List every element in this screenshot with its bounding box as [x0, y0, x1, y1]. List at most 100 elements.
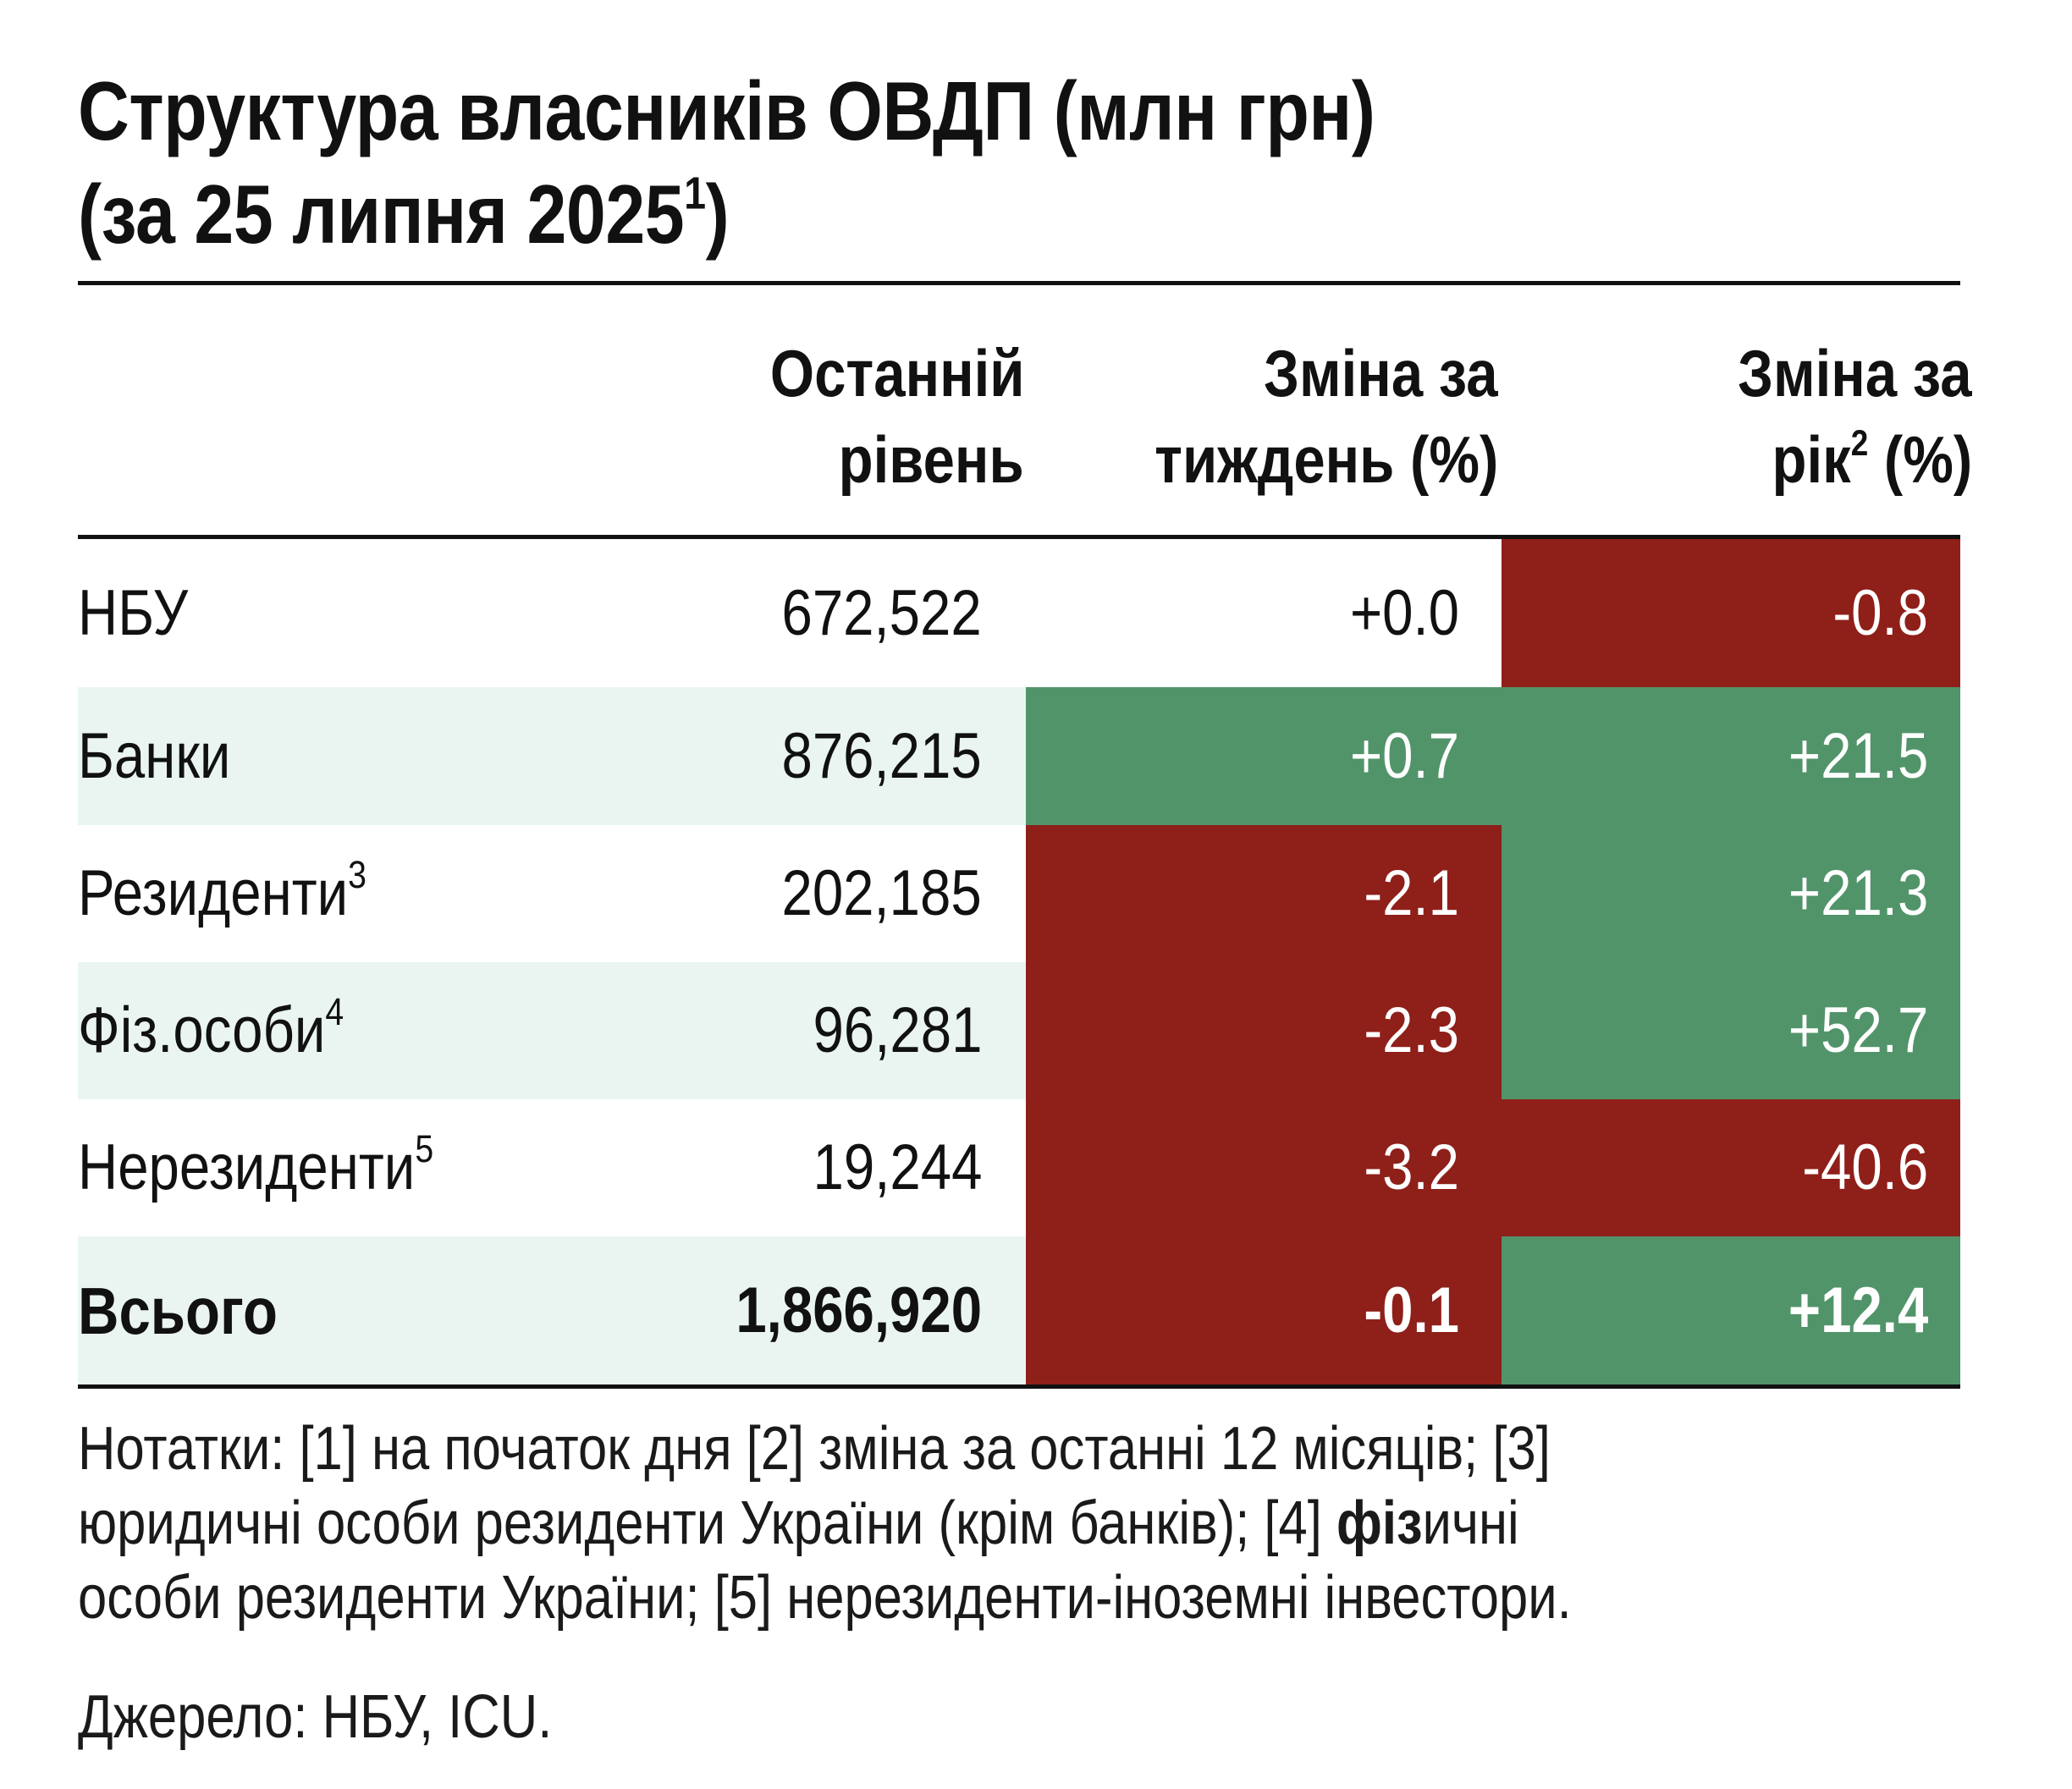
row-label-value: НБУ	[78, 576, 189, 649]
row-level-value-cell: 202,185	[78, 825, 1026, 962]
row-week-change-cell-text: -2.3	[1364, 999, 1459, 1063]
row-level-value-cell-text: 1,866,920	[736, 1278, 982, 1343]
row-week-change-cell-value: -0.1	[1364, 1274, 1459, 1346]
table-bottom-rule	[78, 1384, 1960, 1389]
row-week-change-cell: -2.3	[1026, 962, 1502, 1099]
notes-line-2-end: ичні	[1422, 1489, 1519, 1557]
row-week-change-cell-text: -0.1	[1364, 1278, 1459, 1343]
title-line-2-end: )	[705, 168, 730, 261]
header-year: Зміна за рік2 (%)	[1320, 330, 1972, 503]
header-level: Останній рівень	[474, 330, 1024, 503]
row-label-value: Банки	[78, 719, 231, 792]
row-week-change-cell: -3.2	[1026, 1099, 1502, 1236]
row-label-footnote-marker: 5	[415, 1127, 434, 1171]
title-footnote-marker: 1	[684, 168, 706, 219]
row-level-value-cell-value: 19,244	[813, 1131, 982, 1203]
header-year-line-1: Зміна за	[1738, 336, 1972, 410]
notes-line-2-text: юридичні особи резиденти України (крім б…	[78, 1489, 1336, 1557]
header-year-line-2-end: (%)	[1868, 422, 1972, 497]
row-label: Фіз.особи4	[78, 962, 755, 1099]
row-level-value-cell-text: 672,522	[782, 581, 982, 646]
row-level-value-cell-text: 876,215	[782, 724, 982, 789]
row-label-value: Резиденти	[78, 857, 349, 929]
source-note: Джерело: НБУ, ICU.	[78, 1683, 553, 1751]
row-week-change-cell-text: +0.0	[1350, 581, 1459, 646]
row-week-change-cell-text: +0.7	[1350, 724, 1459, 789]
notes-line-2: юридичні особи резиденти України (крім б…	[78, 1486, 1959, 1561]
row-year-change-cell-text: +21.5	[1788, 724, 1928, 789]
row-label-text: НБУ	[78, 581, 188, 646]
title-line-2-text: (за 25 липня 2025	[78, 168, 685, 261]
row-week-change-cell: -0.1	[1026, 1236, 1502, 1384]
header-level-line-1: Останній	[769, 336, 1024, 410]
row-level-value-cell: 1,866,920	[78, 1236, 1026, 1384]
row-level-value-cell: 19,244	[78, 1099, 1026, 1236]
row-week-change-cell-value: +0.7	[1349, 719, 1459, 792]
row-week-change-cell-text: -3.2	[1364, 1136, 1459, 1200]
row-year-change-cell-text: -40.6	[1802, 1136, 1928, 1200]
header-year-line-2: рік2 (%)	[1772, 416, 1972, 503]
header-rule	[78, 535, 1960, 539]
row-label-footnote-marker: 3	[348, 853, 366, 897]
row-year-change-cell-value: -0.8	[1832, 576, 1928, 649]
row-label: Резиденти3	[78, 825, 755, 962]
row-level-value-cell-value: 1,866,920	[736, 1274, 982, 1346]
row-level-value-cell-value: 876,215	[781, 719, 982, 792]
notes: Нотатки: [1] на початок дня [2] зміна за…	[78, 1412, 1959, 1635]
row-year-change-cell-value: +21.5	[1788, 719, 1928, 792]
row-year-change-cell-text: +21.3	[1788, 861, 1928, 926]
row-year-change-cell-value: -40.6	[1802, 1131, 1928, 1203]
row-week-change-cell-value: -2.1	[1364, 857, 1459, 929]
row-label: Всього	[78, 1236, 755, 1384]
row-label-value: Фіз.особи	[78, 994, 326, 1066]
row-week-change-cell: +0.7	[1026, 687, 1502, 825]
header-level-line-2: рівень	[838, 422, 1024, 497]
row-week-change-cell-value: -3.2	[1364, 1131, 1459, 1203]
page-title: Структура власників ОВДП (млн грн) (за 2…	[78, 59, 1716, 266]
row-level-value-cell: 672,522	[78, 539, 1026, 687]
row-label-text: Резиденти3	[78, 856, 366, 926]
row-year-change-cell: +12.4	[1502, 1236, 1960, 1384]
header-week: Зміна за тиждень (%)	[846, 330, 1498, 503]
row-level-value-cell-value: 202,185	[781, 857, 982, 929]
row-label-value: Всього	[78, 1273, 278, 1348]
row-year-change-cell: +52.7	[1502, 962, 1960, 1099]
title-rule	[78, 281, 1960, 285]
row-label: НБУ	[78, 539, 755, 687]
header-year-footnote-marker: 2	[1850, 422, 1869, 464]
row-level-value-cell-text: 96,281	[813, 999, 982, 1063]
row-year-change-cell: +21.3	[1502, 825, 1960, 962]
row-label-value: Нерезиденти	[78, 1131, 416, 1203]
header-year-line-2-text: рік	[1772, 422, 1851, 497]
row-label: Банки	[78, 687, 755, 825]
row-year-change-cell-value: +12.4	[1788, 1274, 1928, 1346]
row-label-text: Всього	[78, 1278, 278, 1344]
row-level-value-cell-value: 672,522	[781, 576, 982, 649]
notes-line-3: особи резиденти України; [5] нерезиденти…	[78, 1564, 1572, 1632]
header-week-line-2: тиждень (%)	[1154, 422, 1498, 497]
row-year-change-cell-text: -0.8	[1832, 581, 1928, 646]
row-year-change-cell-text: +12.4	[1788, 1278, 1928, 1343]
title-line-2: (за 25 липня 20251)	[78, 162, 1716, 266]
row-level-value-cell: 876,215	[78, 687, 1026, 825]
row-year-change-cell: -40.6	[1502, 1099, 1960, 1236]
row-level-value-cell: 96,281	[78, 962, 1026, 1099]
row-level-value-cell-value: 96,281	[813, 994, 982, 1066]
notes-line-1: Нотатки: [1] на початок дня [2] зміна за…	[78, 1415, 1551, 1483]
row-week-change-cell-value: -2.3	[1364, 994, 1459, 1066]
row-year-change-cell-text: +52.7	[1788, 999, 1928, 1063]
notes-line-2-bold: фіз	[1336, 1489, 1423, 1557]
row-label-text: Фіз.особи4	[78, 993, 344, 1063]
row-label-text: Нерезиденти5	[78, 1130, 433, 1200]
row-label: Нерезиденти5	[78, 1099, 755, 1236]
row-year-change-cell-value: +52.7	[1788, 994, 1928, 1066]
row-week-change-cell: -2.1	[1026, 825, 1502, 962]
row-label-text: Банки	[78, 724, 230, 789]
row-level-value-cell-text: 202,185	[782, 861, 982, 926]
row-week-change-cell-text: -2.1	[1364, 861, 1459, 926]
row-week-change-cell: +0.0	[1026, 539, 1502, 687]
row-year-change-cell: +21.5	[1502, 687, 1960, 825]
row-year-change-cell: -0.8	[1502, 539, 1960, 687]
row-week-change-cell-value: +0.0	[1349, 576, 1459, 649]
row-year-change-cell-value: +21.3	[1788, 857, 1928, 929]
